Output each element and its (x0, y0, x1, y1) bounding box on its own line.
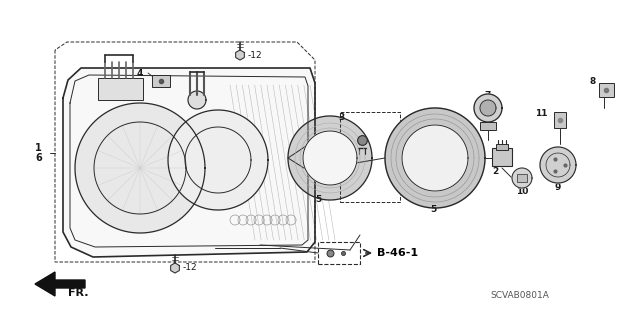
Polygon shape (288, 116, 372, 200)
Text: -12: -12 (248, 50, 262, 60)
Bar (98, 78, 143, 100)
Text: 11: 11 (536, 108, 548, 117)
Polygon shape (512, 168, 532, 188)
Polygon shape (385, 108, 485, 208)
Text: SCVAB0801A: SCVAB0801A (490, 291, 549, 300)
Bar (492, 148, 512, 166)
Polygon shape (303, 131, 357, 185)
Text: 9: 9 (555, 182, 561, 191)
Text: 1: 1 (35, 143, 42, 153)
Polygon shape (35, 272, 85, 296)
Text: FR.: FR. (68, 288, 88, 298)
Polygon shape (480, 100, 496, 116)
Bar (318, 242, 360, 264)
Text: 8: 8 (590, 78, 596, 86)
Polygon shape (75, 103, 205, 233)
Text: 4: 4 (136, 69, 143, 78)
Bar (152, 75, 170, 87)
Bar (480, 122, 496, 130)
Bar (517, 174, 527, 182)
Polygon shape (188, 91, 206, 109)
Text: 5: 5 (430, 205, 436, 214)
Polygon shape (63, 68, 315, 257)
Bar (340, 112, 400, 202)
Text: B-46-1: B-46-1 (377, 248, 418, 258)
Text: 6: 6 (35, 153, 42, 163)
Text: 3: 3 (339, 114, 345, 122)
Text: 2: 2 (492, 167, 498, 176)
Text: 7: 7 (485, 91, 491, 100)
Polygon shape (171, 263, 179, 273)
Polygon shape (402, 125, 468, 191)
Polygon shape (540, 147, 576, 183)
Polygon shape (474, 94, 502, 122)
Bar (599, 83, 614, 97)
Text: -12: -12 (183, 263, 198, 272)
Polygon shape (168, 110, 268, 210)
Bar (554, 112, 566, 128)
Text: 10: 10 (516, 188, 528, 197)
Bar (496, 144, 508, 150)
Polygon shape (236, 50, 244, 60)
Text: 5: 5 (315, 196, 321, 204)
